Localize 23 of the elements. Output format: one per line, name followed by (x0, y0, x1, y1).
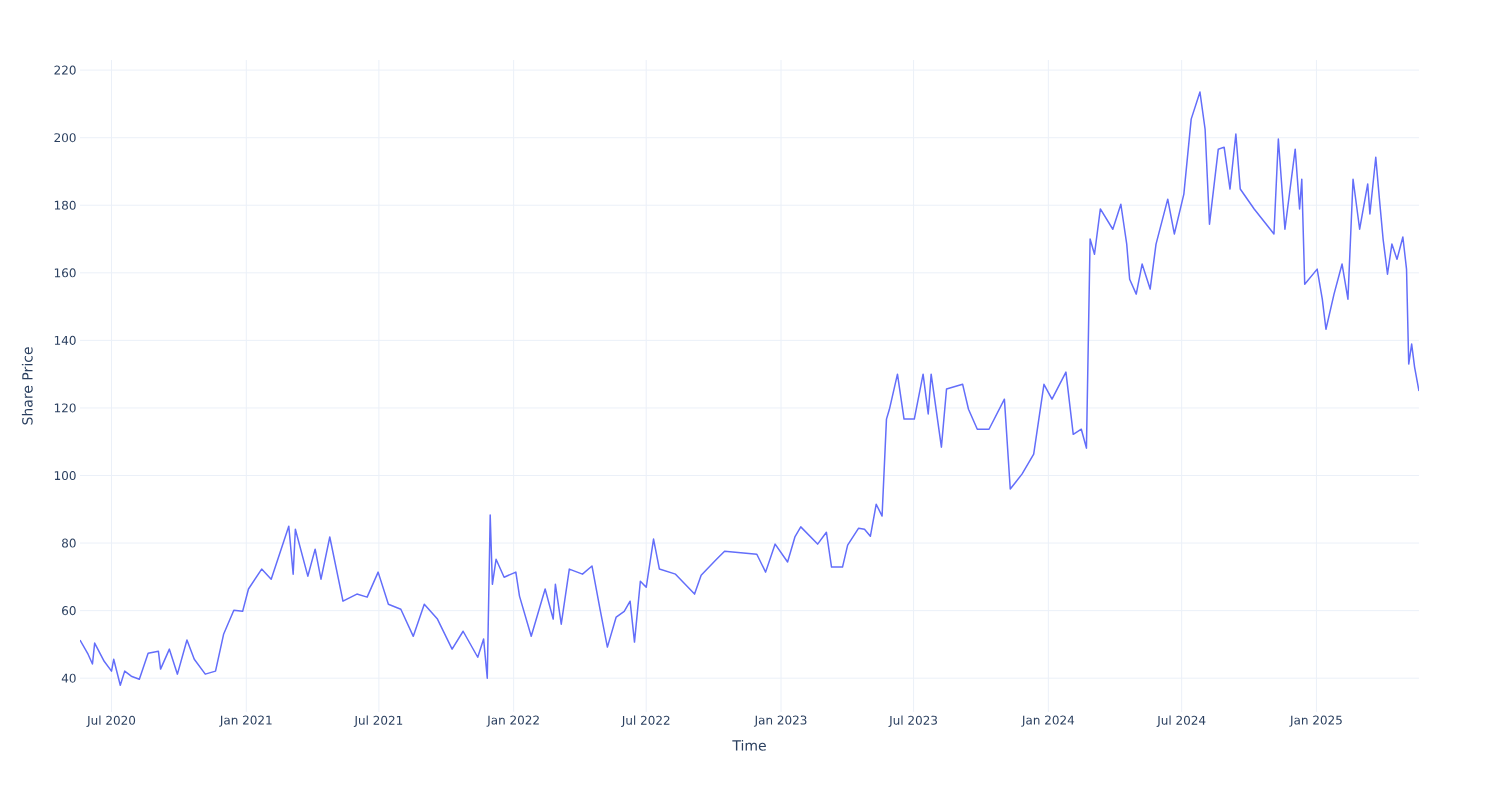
x-tick-label: Jul 2024 (1156, 715, 1206, 728)
y-tick-label: 80 (62, 538, 76, 548)
line-series (80, 91, 1419, 687)
x-tick-label: Jan 2024 (1021, 715, 1075, 727)
y-tick-label: 140 (54, 335, 76, 345)
y-tick-label: 100 (54, 470, 76, 481)
y-tick-label: 200 (54, 133, 76, 143)
x-tick-label: Jan 2022 (486, 715, 539, 727)
x-tick-label: Jul 2023 (888, 715, 937, 728)
x-axis-title: Time (732, 739, 766, 751)
y-tick-label: 120 (54, 403, 76, 413)
y-tick-label: 180 (54, 200, 76, 210)
x-tick-label: Jan 2021 (219, 715, 272, 727)
x-tick-label: Jul 2022 (621, 715, 670, 728)
x-tick-label: Jan 2025 (1289, 715, 1342, 727)
y-axis-title: Share Price (21, 347, 33, 425)
x-tick-label: Jul 2020 (86, 715, 136, 728)
y-tick-label: 40 (61, 673, 76, 683)
x-tick-label: Jul 2021 (353, 715, 403, 728)
x-tick-label: Jan 2023 (753, 715, 807, 727)
y-tick-label: 220 (54, 65, 76, 75)
y-tick-label: 60 (62, 606, 76, 616)
y-tick-label: 160 (54, 268, 76, 278)
